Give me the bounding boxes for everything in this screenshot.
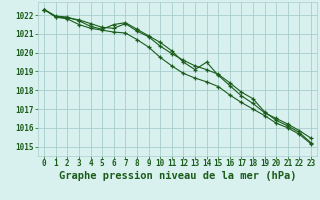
X-axis label: Graphe pression niveau de la mer (hPa): Graphe pression niveau de la mer (hPa)	[59, 171, 296, 181]
